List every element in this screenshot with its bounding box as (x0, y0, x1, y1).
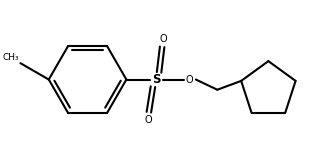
Text: S: S (152, 73, 160, 86)
Text: CH₃: CH₃ (3, 53, 19, 62)
Text: O: O (186, 75, 193, 84)
Text: O: O (159, 34, 167, 44)
Text: O: O (144, 115, 152, 125)
